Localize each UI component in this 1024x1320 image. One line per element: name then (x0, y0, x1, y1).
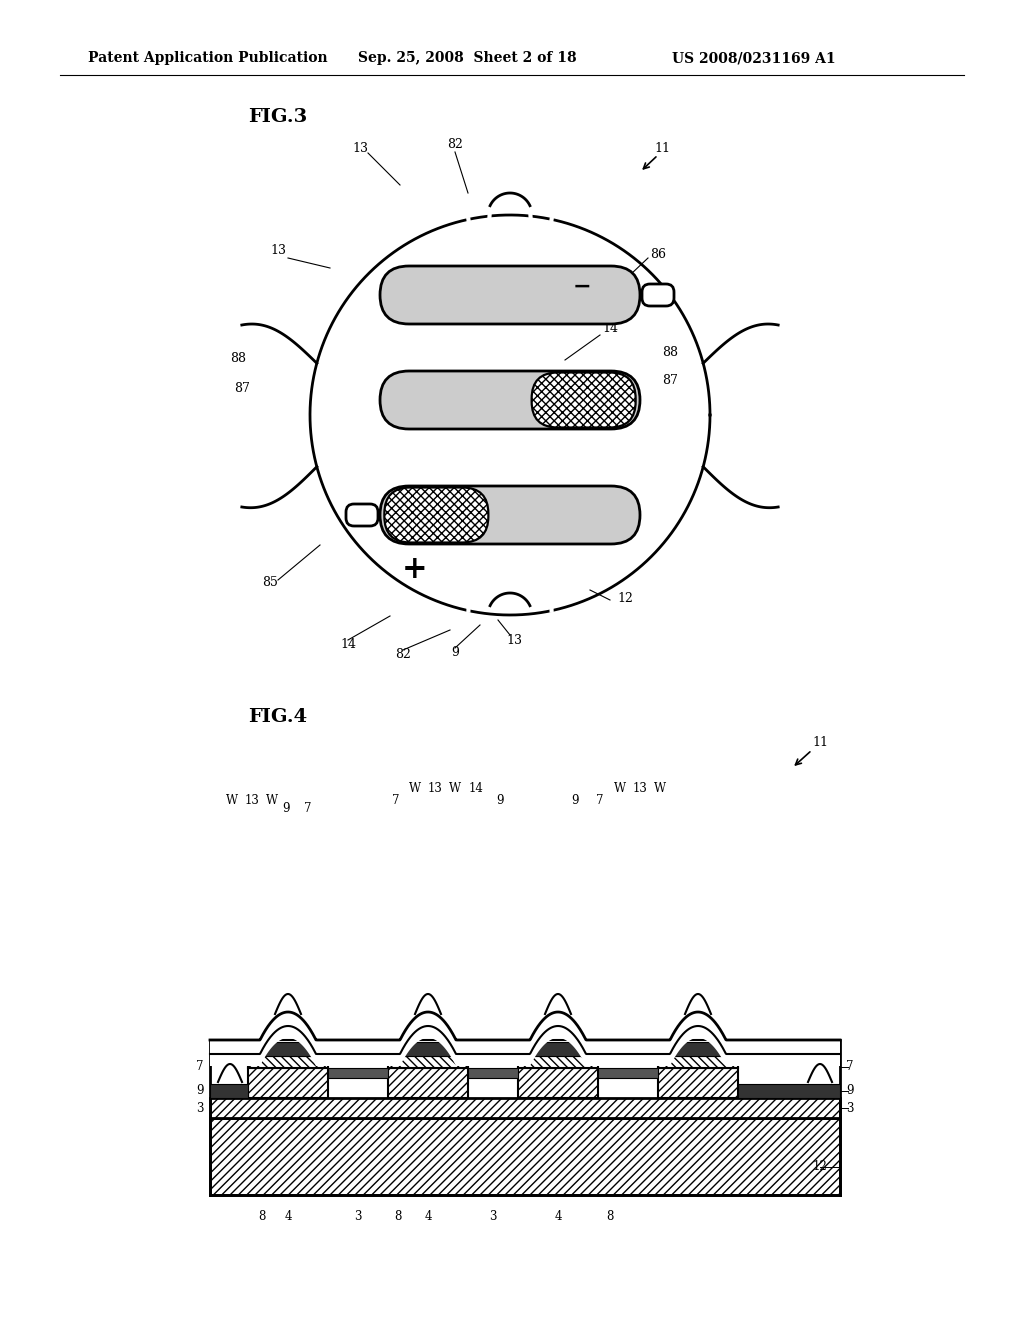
Text: Sep. 25, 2008  Sheet 2 of 18: Sep. 25, 2008 Sheet 2 of 18 (358, 51, 577, 65)
Text: 13: 13 (245, 793, 259, 807)
FancyBboxPatch shape (380, 371, 640, 429)
FancyBboxPatch shape (380, 486, 640, 544)
Polygon shape (490, 593, 530, 606)
Bar (210, 1084, 248, 1098)
Text: 3: 3 (489, 1210, 497, 1224)
Text: 82: 82 (395, 648, 411, 661)
Bar (248, 1056, 328, 1068)
Text: W: W (409, 781, 421, 795)
Text: W: W (226, 793, 238, 807)
FancyBboxPatch shape (380, 371, 640, 429)
Polygon shape (490, 193, 530, 206)
Text: 12: 12 (813, 1160, 827, 1173)
Bar (210, 1118, 840, 1195)
Bar (248, 1068, 328, 1098)
Text: 8: 8 (394, 1210, 401, 1224)
FancyBboxPatch shape (380, 486, 640, 544)
Bar (468, 1068, 518, 1078)
Text: 3: 3 (846, 1101, 854, 1114)
Text: 88: 88 (662, 346, 678, 359)
Bar (662, 1041, 734, 1056)
Bar (522, 1041, 594, 1056)
Text: Patent Application Publication: Patent Application Publication (88, 51, 328, 65)
Text: 9: 9 (197, 1085, 204, 1097)
Text: W: W (449, 781, 461, 795)
Text: 12: 12 (617, 591, 633, 605)
Text: 7: 7 (596, 793, 604, 807)
Text: 14: 14 (602, 322, 618, 334)
Bar (738, 1084, 840, 1098)
Text: 11: 11 (812, 735, 828, 748)
Text: 9: 9 (451, 645, 459, 659)
Text: 4: 4 (424, 1210, 432, 1224)
Text: 3: 3 (354, 1210, 361, 1224)
Text: 8: 8 (258, 1210, 265, 1224)
FancyBboxPatch shape (346, 504, 378, 525)
Text: 88: 88 (230, 351, 246, 364)
Text: FIG.4: FIG.4 (248, 708, 307, 726)
Text: 13: 13 (270, 243, 286, 256)
Text: 9: 9 (497, 793, 504, 807)
Text: −: − (572, 276, 591, 298)
Text: 87: 87 (234, 381, 250, 395)
Text: 8: 8 (606, 1210, 613, 1224)
Text: 86: 86 (650, 248, 666, 260)
Text: 13: 13 (633, 781, 647, 795)
Text: 11: 11 (654, 141, 670, 154)
Text: W: W (266, 793, 279, 807)
Text: 13: 13 (428, 781, 442, 795)
Text: 13: 13 (506, 634, 522, 647)
FancyBboxPatch shape (380, 267, 640, 323)
Bar (518, 1068, 598, 1098)
Text: +: + (402, 554, 428, 586)
Text: W: W (614, 781, 626, 795)
Text: 9: 9 (283, 801, 290, 814)
Text: 4: 4 (554, 1210, 562, 1224)
Text: 85: 85 (262, 577, 278, 590)
FancyBboxPatch shape (384, 487, 488, 543)
Text: 82: 82 (447, 139, 463, 152)
Text: 3: 3 (197, 1101, 204, 1114)
Polygon shape (210, 1012, 840, 1053)
FancyBboxPatch shape (531, 372, 636, 428)
Bar (392, 1041, 464, 1056)
Text: 7: 7 (197, 1060, 204, 1073)
Bar (252, 1041, 324, 1056)
Bar (328, 1068, 388, 1078)
Bar (210, 1098, 840, 1118)
Bar (658, 1056, 738, 1068)
Text: 87: 87 (663, 374, 678, 387)
Text: FIG.3: FIG.3 (248, 108, 307, 125)
Text: 7: 7 (304, 801, 311, 814)
Text: 9: 9 (846, 1085, 854, 1097)
FancyBboxPatch shape (642, 284, 674, 306)
Bar (388, 1056, 468, 1068)
Text: W: W (654, 781, 666, 795)
Text: 7: 7 (392, 793, 399, 807)
Text: 14: 14 (469, 781, 483, 795)
Bar (598, 1068, 658, 1078)
Bar (658, 1068, 738, 1098)
Text: US 2008/0231169 A1: US 2008/0231169 A1 (672, 51, 836, 65)
Polygon shape (210, 1026, 840, 1067)
Bar (388, 1068, 468, 1098)
FancyBboxPatch shape (380, 267, 640, 323)
Text: 7: 7 (846, 1060, 854, 1073)
Text: 4: 4 (285, 1210, 292, 1224)
Text: 14: 14 (340, 639, 356, 652)
Bar (518, 1056, 598, 1068)
Text: 13: 13 (352, 141, 368, 154)
Text: 9: 9 (571, 793, 579, 807)
